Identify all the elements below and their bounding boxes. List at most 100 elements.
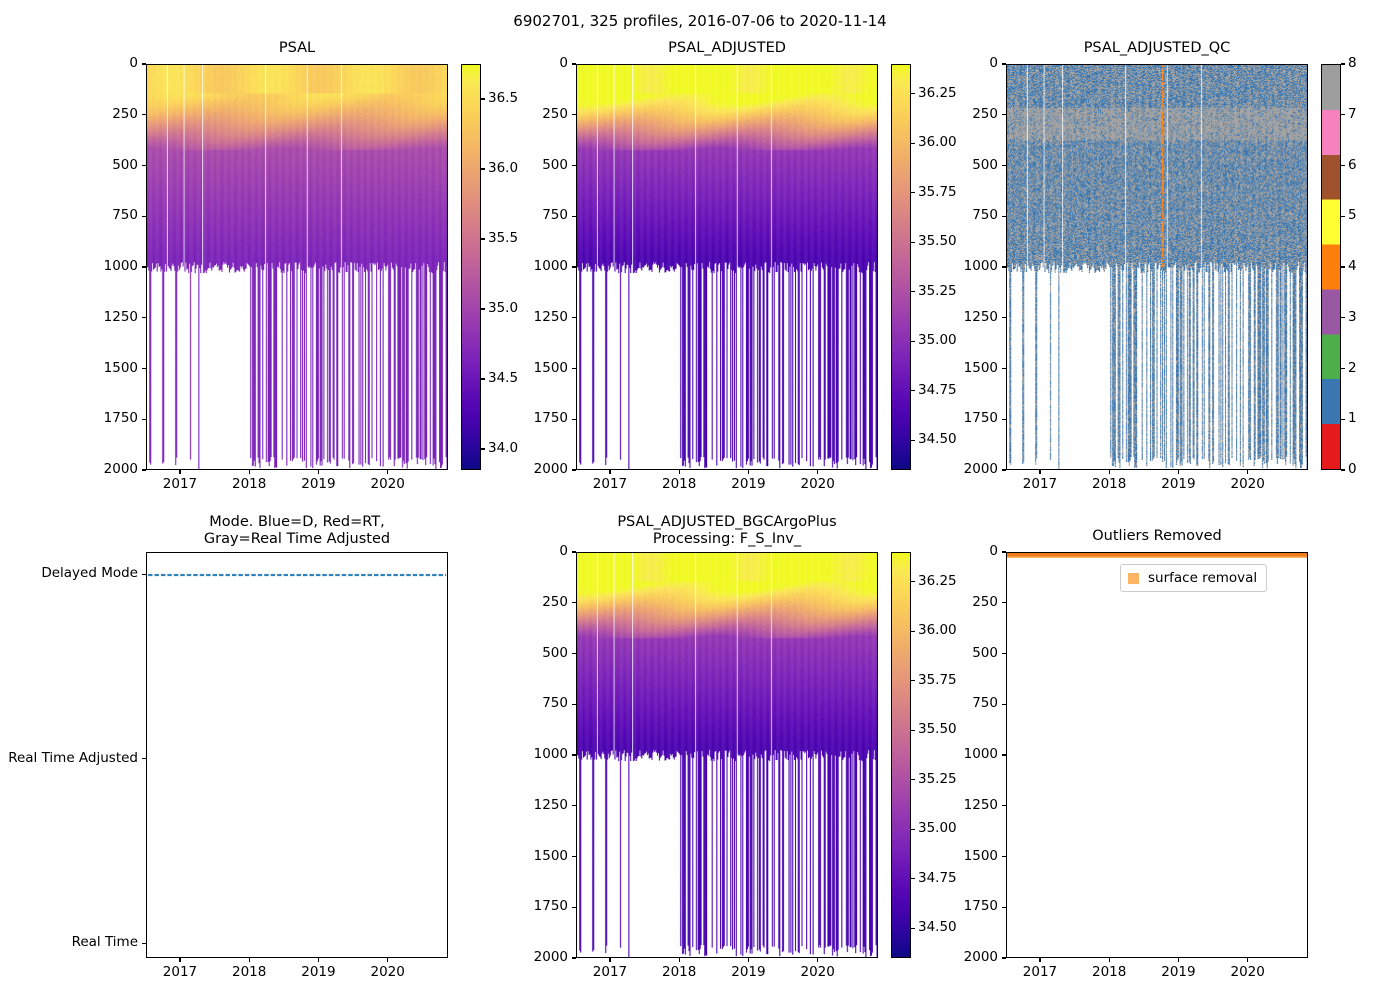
ytick-outliers_removed-0: 0 bbox=[989, 543, 998, 559]
colorbar-psal_adjusted_qc[interactable] bbox=[1321, 64, 1341, 470]
ytick-outliers_removed-3: 750 bbox=[972, 695, 998, 712]
colorbar-psal_adjusted_bgcargoplus[interactable] bbox=[891, 552, 911, 958]
ytick-mode-1: Real Time Adjusted bbox=[8, 749, 138, 766]
colorbar-tick-mark bbox=[911, 192, 915, 194]
colorbar-tick-psal_adjusted-3: 35.25 bbox=[918, 282, 957, 299]
ytick-outliers_removed-2: 500 bbox=[972, 644, 998, 661]
xtick-mark bbox=[1177, 958, 1180, 962]
colorbar-tick-mark bbox=[911, 291, 915, 293]
colorbar-tick-psal_adjusted_qc-8: 8 bbox=[1348, 55, 1357, 71]
ytick-mode-0: Delayed Mode bbox=[41, 565, 138, 582]
plot-area-outliers_removed[interactable] bbox=[1007, 553, 1307, 957]
axes-outliers_removed bbox=[1006, 552, 1308, 958]
colorbar-tick-psal_adjusted_bgcargoplus-7: 36.25 bbox=[918, 572, 957, 589]
plot-area-psal_adjusted_qc[interactable] bbox=[1007, 65, 1307, 469]
xtick-mark bbox=[609, 958, 611, 962]
ytick-psal_adjusted-2: 500 bbox=[542, 156, 568, 173]
plot-canvas-psal_adjusted_qc[interactable] bbox=[1007, 65, 1307, 469]
ytick-psal_adjusted_qc-7: 1750 bbox=[963, 410, 998, 427]
plot-area-psal_adjusted_bgcargoplus[interactable] bbox=[577, 553, 877, 957]
xtick-mode-3: 2020 bbox=[370, 964, 405, 980]
colorbar-tick-psal_adjusted-2: 35.00 bbox=[918, 332, 957, 349]
panel-title-mode: Mode. Blue=D, Red=RT, Gray=Real Time Adju… bbox=[146, 514, 448, 548]
ytick-psal_adjusted-0: 0 bbox=[559, 55, 568, 71]
panel-title-line-2: Gray=Real Time Adjusted bbox=[203, 531, 391, 547]
colorbar-psal_adjusted[interactable] bbox=[891, 64, 911, 470]
ytick-psal_adjusted_bgcargoplus-3: 750 bbox=[542, 695, 568, 712]
colorbar-tick-mark bbox=[911, 779, 915, 781]
plot-canvas-psal_adjusted[interactable] bbox=[577, 65, 877, 469]
ytick-mode-2: Real Time bbox=[71, 934, 138, 951]
colorbar-tick-psal-0: 34.0 bbox=[488, 440, 519, 456]
colorbar-tick-psal_adjusted-0: 34.50 bbox=[918, 431, 957, 448]
ytick-outliers_removed-7: 1750 bbox=[963, 898, 998, 915]
ytick-psal_adjusted_qc-3: 750 bbox=[972, 207, 998, 224]
colorbar-tick-mark bbox=[481, 98, 485, 100]
xtick-outliers_removed-1: 2018 bbox=[1092, 964, 1127, 980]
xtick-psal_adjusted_qc-1: 2018 bbox=[1092, 476, 1127, 492]
xtick-mark bbox=[747, 958, 750, 962]
xtick-mark bbox=[317, 958, 320, 962]
ytick-psal_adjusted_qc-1: 250 bbox=[972, 105, 998, 122]
ytick-psal_adjusted_bgcargoplus-0: 0 bbox=[559, 543, 568, 559]
xtick-mark bbox=[1177, 470, 1180, 474]
colorbar-tick-mark bbox=[481, 308, 485, 310]
ytick-psal_adjusted_qc-5: 1250 bbox=[963, 308, 998, 325]
ytick-psal-5: 1250 bbox=[103, 308, 138, 325]
ytick-psal_adjusted_qc-8: 2000 bbox=[963, 461, 998, 477]
ytick-psal_adjusted-1: 250 bbox=[542, 105, 568, 122]
xtick-psal_adjusted-2: 2019 bbox=[731, 476, 766, 492]
colorbar-tick-psal_adjusted_bgcargoplus-0: 34.50 bbox=[918, 919, 957, 936]
ytick-psal-8: 2000 bbox=[103, 461, 138, 477]
colorbar-tick-mark bbox=[1341, 367, 1345, 370]
colorbar-tick-mark bbox=[911, 680, 915, 682]
colorbar-tick-psal_adjusted-7: 36.25 bbox=[918, 84, 957, 101]
xtick-psal_adjusted-3: 2020 bbox=[800, 476, 835, 492]
axes-mode bbox=[146, 552, 448, 958]
plot-area-psal[interactable] bbox=[147, 65, 447, 469]
colorbar-tick-psal_adjusted_qc-4: 4 bbox=[1348, 258, 1357, 274]
panel-title-line-1: PSAL_ADJUSTED_QC bbox=[1083, 40, 1231, 56]
colorbar-tick-psal_adjusted_qc-2: 2 bbox=[1348, 359, 1357, 376]
plot-canvas-outliers_removed[interactable] bbox=[1007, 553, 1307, 957]
plot-canvas-psal_adjusted_bgcargoplus[interactable] bbox=[577, 553, 877, 957]
ytick-outliers_removed-1: 250 bbox=[972, 593, 998, 610]
plot-area-mode[interactable] bbox=[147, 553, 447, 957]
colorbar-tick-psal_adjusted_bgcargoplus-4: 35.50 bbox=[918, 721, 957, 738]
ytick-psal-0: 0 bbox=[129, 55, 138, 71]
ytick-psal_adjusted-3: 750 bbox=[542, 207, 568, 224]
xtick-mark bbox=[179, 958, 181, 962]
colorbar-tick-mark bbox=[481, 168, 485, 170]
xtick-psal-1: 2018 bbox=[232, 476, 267, 492]
colorbar-tick-psal-3: 35.5 bbox=[488, 230, 519, 246]
ytick-psal-2: 500 bbox=[112, 156, 138, 173]
panel-title-psal_adjusted: PSAL_ADJUSTED bbox=[576, 40, 878, 57]
colorbar-psal[interactable] bbox=[461, 64, 481, 470]
colorbar-tick-psal_adjusted-4: 35.50 bbox=[918, 233, 957, 250]
panel-title-outliers_removed: Outliers Removed bbox=[1006, 528, 1308, 545]
xtick-psal_adjusted_qc-3: 2020 bbox=[1230, 476, 1265, 492]
colorbar-tick-mark bbox=[1341, 114, 1345, 116]
ytick-psal_adjusted_bgcargoplus-6: 1500 bbox=[533, 847, 568, 864]
colorbar-tick-mark bbox=[911, 142, 915, 144]
colorbar-tick-mark bbox=[911, 93, 915, 95]
colorbar-tick-psal_adjusted_qc-1: 1 bbox=[1348, 410, 1357, 427]
colorbar-tick-mark bbox=[911, 340, 915, 342]
colorbar-tick-mark bbox=[1341, 418, 1345, 420]
colorbar-tick-psal_adjusted_bgcargoplus-1: 34.75 bbox=[918, 869, 957, 886]
plot-canvas-mode[interactable] bbox=[147, 553, 447, 957]
ytick-psal_adjusted_bgcargoplus-2: 500 bbox=[542, 644, 568, 661]
ytick-psal_adjusted_bgcargoplus-8: 2000 bbox=[533, 949, 568, 965]
ytick-psal_adjusted-7: 1750 bbox=[533, 410, 568, 427]
colorbar-tick-psal_adjusted_qc-3: 3 bbox=[1348, 308, 1357, 325]
ytick-outliers_removed-4: 1000 bbox=[963, 746, 998, 762]
plot-canvas-psal[interactable] bbox=[147, 65, 447, 469]
plot-area-psal_adjusted[interactable] bbox=[577, 65, 877, 469]
colorbar-tick-mark bbox=[481, 378, 485, 380]
ytick-psal_adjusted_qc-4: 1000 bbox=[963, 258, 998, 274]
xtick-psal-0: 2017 bbox=[162, 476, 198, 492]
ytick-psal_adjusted_bgcargoplus-5: 1250 bbox=[533, 796, 568, 813]
xtick-psal_adjusted_qc-2: 2019 bbox=[1161, 476, 1196, 492]
ytick-psal_adjusted_qc-0: 0 bbox=[989, 55, 998, 71]
